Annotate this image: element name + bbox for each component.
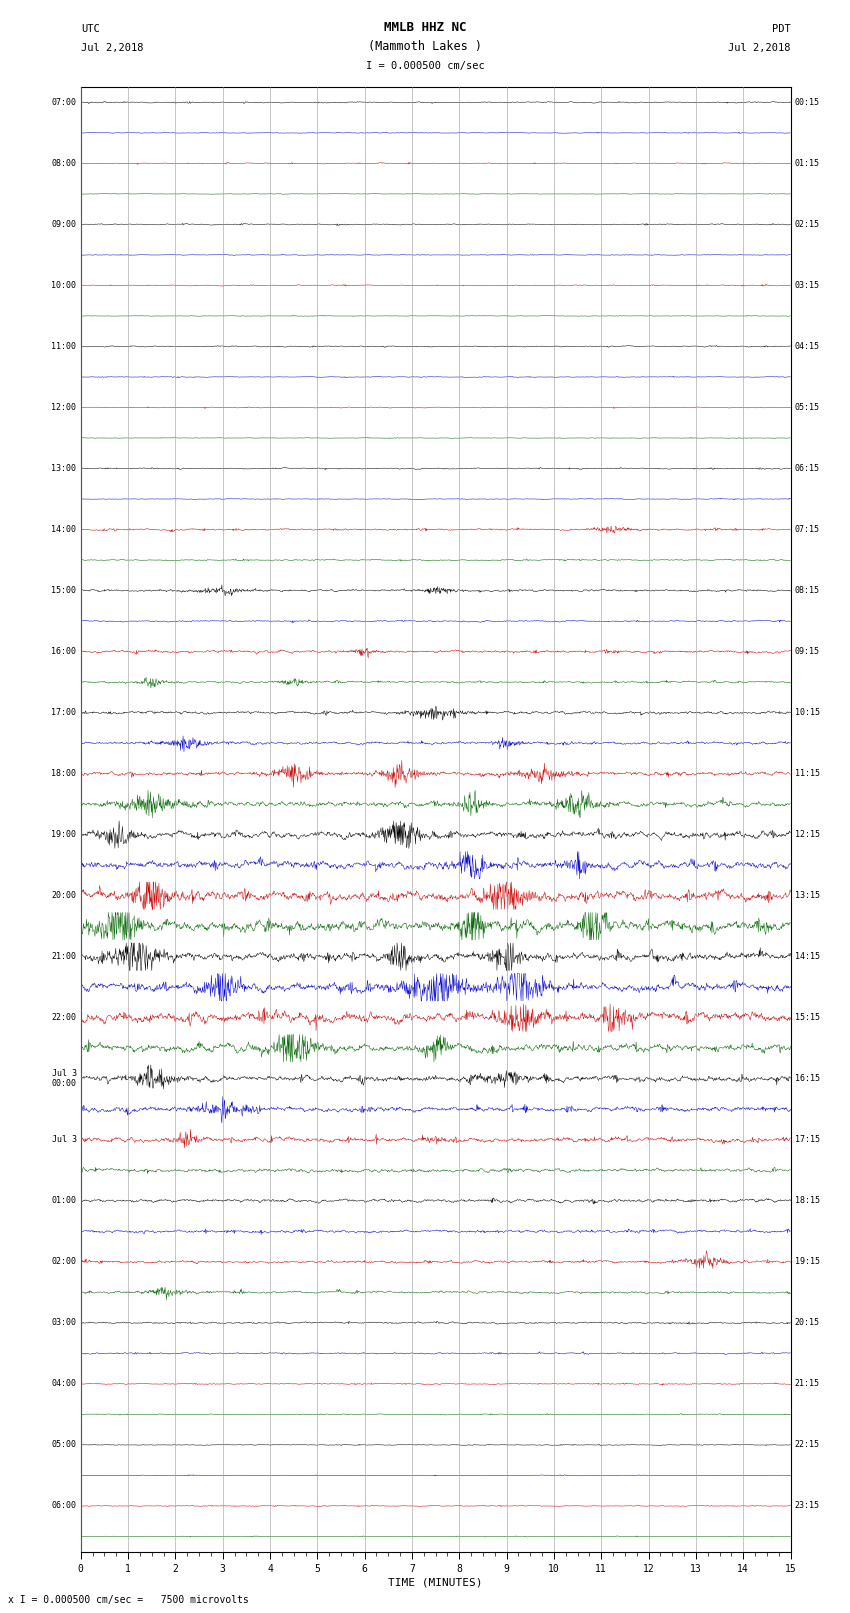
Text: 11:15: 11:15: [795, 769, 819, 777]
Text: 03:00: 03:00: [52, 1318, 76, 1327]
Text: 20:00: 20:00: [52, 892, 76, 900]
Text: 08:00: 08:00: [52, 160, 76, 168]
Text: 08:15: 08:15: [795, 586, 819, 595]
Text: 13:00: 13:00: [52, 465, 76, 473]
Text: PDT: PDT: [772, 24, 791, 34]
Text: 03:15: 03:15: [795, 281, 819, 290]
Text: 16:00: 16:00: [52, 647, 76, 656]
Text: MMLB HHZ NC: MMLB HHZ NC: [383, 21, 467, 34]
Text: 12:00: 12:00: [52, 403, 76, 411]
Text: 15:15: 15:15: [795, 1013, 819, 1023]
Text: x I = 0.000500 cm/sec =   7500 microvolts: x I = 0.000500 cm/sec = 7500 microvolts: [8, 1595, 249, 1605]
Text: Jul 2,2018: Jul 2,2018: [728, 44, 791, 53]
Text: 06:00: 06:00: [52, 1502, 76, 1510]
X-axis label: TIME (MINUTES): TIME (MINUTES): [388, 1578, 483, 1587]
Text: 13:15: 13:15: [795, 892, 819, 900]
Text: 04:15: 04:15: [795, 342, 819, 352]
Text: Jul 2,2018: Jul 2,2018: [81, 44, 144, 53]
Text: 17:00: 17:00: [52, 708, 76, 718]
Text: 23:15: 23:15: [795, 1502, 819, 1510]
Text: UTC: UTC: [81, 24, 99, 34]
Text: 09:15: 09:15: [795, 647, 819, 656]
Text: 02:15: 02:15: [795, 219, 819, 229]
Text: 19:15: 19:15: [795, 1258, 819, 1266]
Text: 18:00: 18:00: [52, 769, 76, 777]
Text: (Mammoth Lakes ): (Mammoth Lakes ): [368, 40, 482, 53]
Text: 22:15: 22:15: [795, 1440, 819, 1450]
Text: 06:15: 06:15: [795, 465, 819, 473]
Text: Jul 3
00:00: Jul 3 00:00: [52, 1069, 76, 1089]
Text: 05:00: 05:00: [52, 1440, 76, 1450]
Text: 21:00: 21:00: [52, 952, 76, 961]
Text: 00:15: 00:15: [795, 98, 819, 106]
Text: 07:15: 07:15: [795, 526, 819, 534]
Text: 22:00: 22:00: [52, 1013, 76, 1023]
Text: 01:00: 01:00: [52, 1197, 76, 1205]
Text: 09:00: 09:00: [52, 219, 76, 229]
Text: Jul 3: Jul 3: [52, 1136, 76, 1144]
Text: 19:00: 19:00: [52, 831, 76, 839]
Text: 21:15: 21:15: [795, 1379, 819, 1389]
Text: 10:00: 10:00: [52, 281, 76, 290]
Text: 14:00: 14:00: [52, 526, 76, 534]
Text: 07:00: 07:00: [52, 98, 76, 106]
Text: 12:15: 12:15: [795, 831, 819, 839]
Text: 17:15: 17:15: [795, 1136, 819, 1144]
Text: 10:15: 10:15: [795, 708, 819, 718]
Text: 04:00: 04:00: [52, 1379, 76, 1389]
Text: I = 0.000500 cm/sec: I = 0.000500 cm/sec: [366, 61, 484, 71]
Text: 16:15: 16:15: [795, 1074, 819, 1084]
Text: 15:00: 15:00: [52, 586, 76, 595]
Text: 01:15: 01:15: [795, 160, 819, 168]
Text: 05:15: 05:15: [795, 403, 819, 411]
Text: 20:15: 20:15: [795, 1318, 819, 1327]
Text: 18:15: 18:15: [795, 1197, 819, 1205]
Text: 11:00: 11:00: [52, 342, 76, 352]
Text: 02:00: 02:00: [52, 1258, 76, 1266]
Text: 14:15: 14:15: [795, 952, 819, 961]
